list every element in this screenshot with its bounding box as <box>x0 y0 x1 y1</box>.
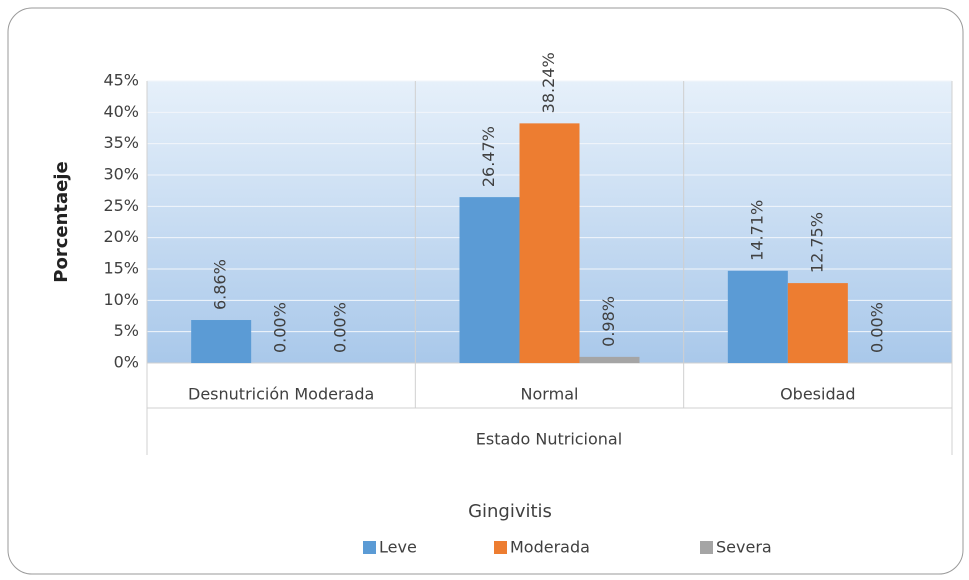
bar <box>579 356 640 363</box>
data-label: 0.98% <box>599 296 618 347</box>
legend-label: Severa <box>716 538 772 557</box>
y-tick-label: 35% <box>103 133 139 152</box>
bar <box>787 283 848 363</box>
y-axis-title: Porcentaeje <box>51 161 72 282</box>
x-axis-title: Estado Nutricional <box>476 430 622 449</box>
data-label: 0.00% <box>271 302 290 353</box>
data-label: 6.86% <box>211 259 230 310</box>
bar <box>727 270 788 363</box>
data-label: 0.00% <box>331 302 350 353</box>
y-tick-label: 45% <box>103 71 139 90</box>
bar <box>519 123 580 363</box>
legend-label: Moderada <box>510 538 590 557</box>
bar <box>191 320 252 363</box>
legend-title: Gingivitis <box>468 501 552 522</box>
y-tick-label: 25% <box>103 196 139 215</box>
data-label: 38.24% <box>539 52 558 113</box>
y-tick-label: 30% <box>103 165 139 184</box>
x-tick-label: Normal <box>521 385 579 404</box>
legend-swatch <box>494 541 507 554</box>
data-label: 0.00% <box>867 302 886 353</box>
legend-swatch <box>363 541 376 554</box>
y-tick-label: 0% <box>114 353 139 372</box>
bar <box>459 197 520 363</box>
y-tick-label: 40% <box>103 102 139 121</box>
y-tick-label: 15% <box>103 259 139 278</box>
data-label: 26.47% <box>479 126 498 187</box>
legend-swatch <box>700 541 713 554</box>
y-tick-label: 20% <box>103 227 139 246</box>
data-label: 12.75% <box>807 212 826 273</box>
y-tick-label: 10% <box>103 290 139 309</box>
legend-label: Leve <box>379 538 417 557</box>
y-tick-label: 5% <box>114 321 139 340</box>
data-label: 14.71% <box>747 200 766 261</box>
x-tick-label: Obesidad <box>780 385 856 404</box>
x-tick-label: Desnutrición Moderada <box>188 385 374 404</box>
